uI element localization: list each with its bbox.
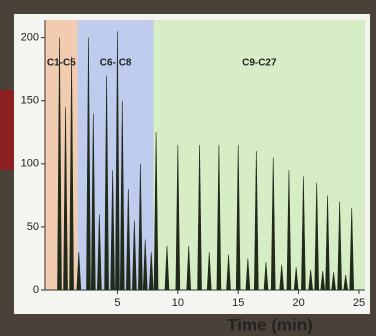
peak bbox=[63, 107, 68, 291]
peak bbox=[197, 144, 202, 291]
y-tick-label: 150 bbox=[21, 95, 39, 107]
peak bbox=[126, 189, 131, 291]
peak bbox=[115, 31, 120, 291]
y-tick-label: 200 bbox=[21, 32, 39, 44]
peak bbox=[325, 195, 330, 291]
peak bbox=[270, 157, 276, 291]
peak bbox=[308, 269, 313, 291]
peak bbox=[110, 170, 115, 291]
peak bbox=[57, 37, 62, 291]
region-label: C6- C8 bbox=[100, 58, 132, 69]
peak bbox=[226, 254, 231, 291]
peak bbox=[314, 182, 320, 291]
peak bbox=[254, 151, 259, 291]
region-label: C9-C27 bbox=[242, 58, 277, 69]
peak bbox=[153, 132, 159, 291]
peak bbox=[90, 113, 96, 291]
y-tick-label: 50 bbox=[27, 221, 39, 233]
peak bbox=[138, 163, 143, 291]
peak bbox=[337, 201, 342, 291]
x-tick-label: 15 bbox=[232, 297, 244, 309]
peak bbox=[148, 252, 154, 291]
region bbox=[153, 20, 365, 290]
peak bbox=[263, 262, 269, 291]
peak bbox=[286, 170, 292, 291]
x-tick-label: 25 bbox=[353, 297, 365, 309]
peak bbox=[349, 207, 355, 291]
peak bbox=[279, 264, 285, 291]
peak bbox=[132, 220, 137, 291]
peak bbox=[216, 144, 222, 291]
peak bbox=[206, 252, 212, 291]
x-tick-label: 10 bbox=[172, 297, 184, 309]
peak bbox=[97, 214, 102, 291]
peak bbox=[186, 245, 192, 291]
peak bbox=[301, 176, 306, 291]
peak bbox=[175, 144, 181, 291]
peak bbox=[331, 272, 336, 291]
x-tick-label: 5 bbox=[114, 297, 120, 309]
peak bbox=[320, 271, 326, 291]
peak bbox=[86, 37, 91, 291]
peak bbox=[164, 245, 170, 291]
peak bbox=[142, 239, 148, 291]
peak bbox=[235, 144, 241, 291]
peak bbox=[69, 56, 74, 291]
x-axis-label: Time (min) bbox=[227, 315, 313, 334]
peak bbox=[76, 252, 82, 291]
peak bbox=[104, 75, 109, 291]
peak bbox=[119, 100, 125, 291]
x-tick-label: 20 bbox=[292, 297, 304, 309]
y-tick-label: 0 bbox=[33, 284, 39, 296]
region-label: C1-C5 bbox=[47, 58, 76, 69]
y-tick-label: 100 bbox=[21, 158, 39, 170]
peak bbox=[293, 267, 299, 291]
peak bbox=[343, 274, 349, 291]
photo-object bbox=[0, 90, 18, 170]
peak bbox=[245, 258, 251, 291]
